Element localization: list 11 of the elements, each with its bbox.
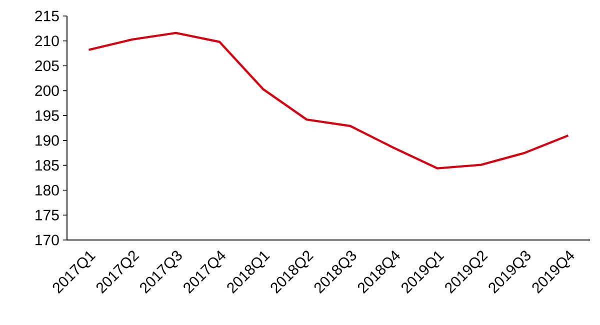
- y-tick-label: 185: [36, 160, 59, 171]
- y-tick-label: 210: [35, 36, 59, 46]
- y-tick-label: 200: [35, 85, 59, 96]
- y-tick-label: 190: [36, 135, 59, 146]
- y-tick-label: 175: [36, 210, 59, 220]
- y-tick-label: 205: [35, 60, 59, 72]
- y-tick-label: 195: [36, 110, 59, 121]
- y-tick-label: 215: [35, 10, 59, 22]
- line-series: [88, 32, 570, 170]
- y-tick-label: 170: [36, 234, 59, 246]
- y-tick-label: 180: [36, 184, 59, 196]
